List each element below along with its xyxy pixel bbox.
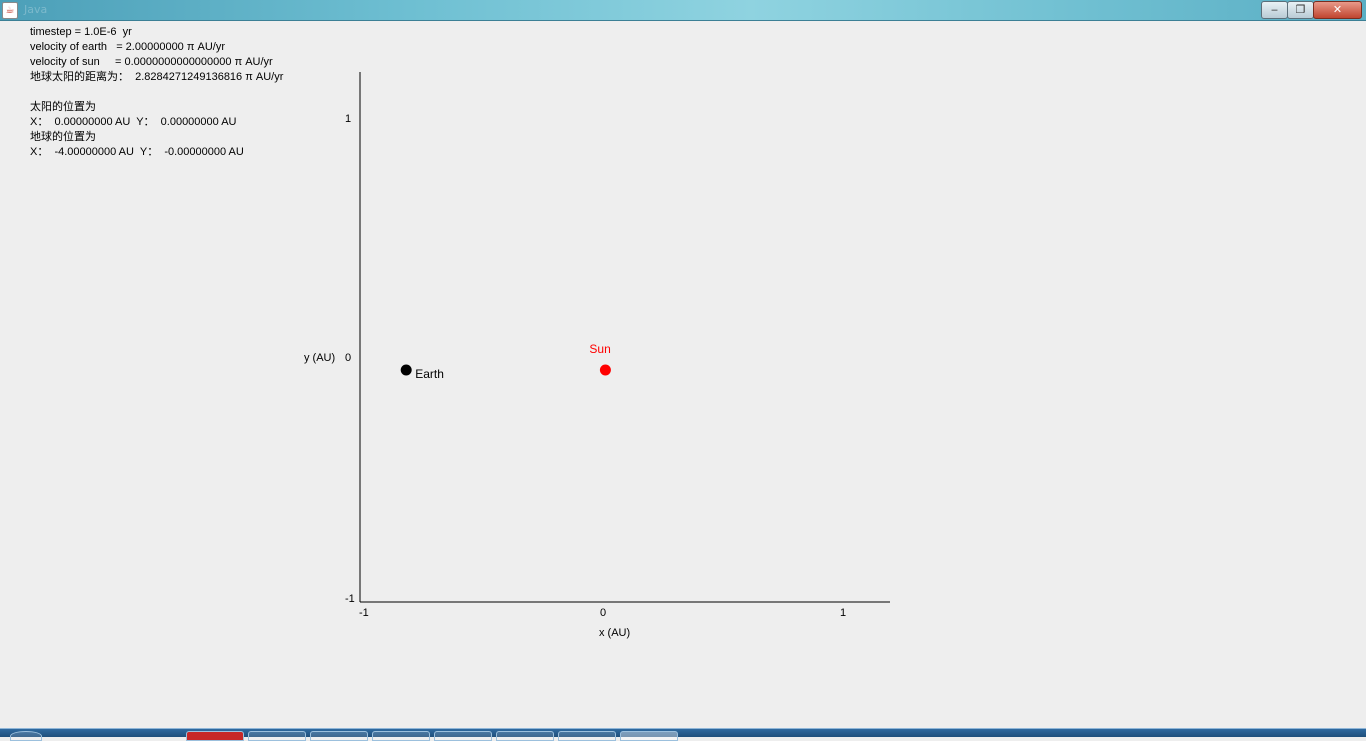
y-tick-label: -1 <box>345 593 355 605</box>
taskbar-item[interactable] <box>558 731 616 741</box>
x-tick-label: -1 <box>359 607 369 619</box>
timestep-text: timestep = 1.0E-6 yr <box>30 26 132 38</box>
taskbar-item[interactable] <box>372 731 430 741</box>
distance-text: 地球太阳的距离为： 2.8284271249136816 π AU/yr <box>30 71 284 83</box>
sun-velocity-text: velocity of sun = 0.0000000000000000 π A… <box>30 56 273 68</box>
taskbar-item-active[interactable] <box>620 731 678 741</box>
sun-marker <box>599 364 611 376</box>
y-tick-label: 0 <box>345 352 351 364</box>
java-app-icon[interactable]: ☕ <box>2 2 18 19</box>
taskbar-item[interactable] <box>434 731 492 741</box>
y-tick-label: 1 <box>345 113 351 125</box>
start-button[interactable] <box>10 731 42 741</box>
x-axis-label: x (AU) <box>599 627 630 639</box>
earth-label: Earth <box>415 367 444 381</box>
x-tick-label: 0 <box>600 607 606 619</box>
window-title: Java <box>24 3 48 16</box>
earth-position-heading: 地球的位置为 <box>30 131 96 143</box>
sun-label: Sun <box>589 342 610 356</box>
earth-velocity-text: velocity of earth = 2.00000000 π AU/yr <box>30 41 226 53</box>
chart-marks: Earth Sun <box>400 342 611 381</box>
close-button[interactable]: ✕ <box>1313 1 1362 19</box>
earth-marker <box>400 364 412 376</box>
title-bar: ☕ Java ‒ ❐ ✕ <box>0 0 1366 21</box>
earth-position-text: X： -4.00000000 AU Y： -0.00000000 AU <box>30 146 244 158</box>
x-tick-label: 1 <box>840 607 846 619</box>
y-axis-label: y (AU) <box>304 352 335 364</box>
taskbar-item[interactable] <box>186 731 244 741</box>
minimize-button[interactable]: ‒ <box>1261 1 1288 19</box>
taskbar-item[interactable] <box>310 731 368 741</box>
sun-position-heading: 太阳的位置为 <box>30 101 96 113</box>
sun-position-text: X： 0.00000000 AU Y： 0.00000000 AU <box>30 116 237 128</box>
taskbar-item[interactable] <box>496 731 554 741</box>
taskbar-item[interactable] <box>248 731 306 741</box>
